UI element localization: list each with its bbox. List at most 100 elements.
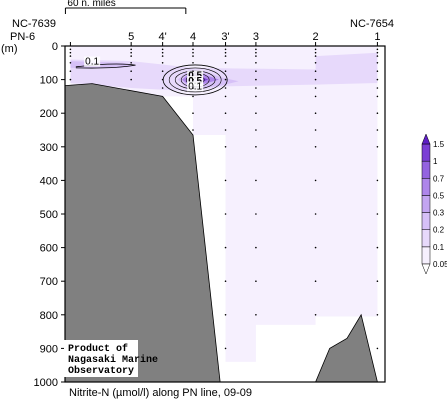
sample-dot — [224, 62, 227, 64]
plot-area: 0.10.50.50.1 — [64, 45, 386, 383]
sample-dot — [255, 146, 257, 148]
sample-dot — [224, 51, 227, 54]
sample-dot — [376, 48, 379, 51]
sample-dot — [376, 179, 379, 182]
scale-bar-label: 60 n. miles — [67, 0, 115, 9]
sample-dot — [255, 48, 257, 51]
sample-dot — [69, 62, 72, 64]
end-label-right: NC-7654 — [350, 18, 394, 30]
sample-dot — [314, 280, 317, 283]
colorbar-min-arrow — [421, 263, 431, 275]
colorbar-label: 0.2 — [433, 226, 445, 235]
sample-dot — [192, 87, 194, 89]
sample-dot — [192, 95, 194, 98]
y-tick-label: 800 — [40, 310, 58, 322]
y-tick-label: 300 — [40, 142, 58, 154]
colorbar-swatch — [421, 195, 431, 213]
colorbar-swatch — [421, 143, 431, 162]
end-label-left: NC-7639 — [12, 18, 56, 30]
y-tick-label: 900 — [40, 343, 58, 355]
field-band-0.1-east — [315, 52, 378, 72]
sample-dot — [161, 55, 164, 57]
station-label: 3' — [221, 31, 229, 43]
y-tick-label: 1000 — [34, 377, 58, 389]
sample-dot — [376, 51, 379, 54]
colorbar-label: 0.05 — [433, 260, 447, 269]
credit-line-2: Nagasaki Marine — [68, 354, 158, 366]
sample-dot — [161, 87, 164, 89]
sample-dot — [255, 62, 257, 64]
y-tick-label: 500 — [40, 209, 58, 221]
sample-dot — [224, 146, 227, 148]
sample-dot — [69, 55, 72, 57]
colorbar: 0.05 0.1 0.2 0.3 0.5 0.7 1 1.5 — [421, 133, 447, 275]
sample-dot — [192, 62, 194, 64]
sample-dot — [130, 78, 132, 81]
sample-dot — [69, 48, 72, 51]
sample-dot — [376, 55, 379, 57]
sample-dot — [376, 87, 379, 89]
plot-frame — [64, 45, 386, 383]
sample-dot — [314, 87, 317, 89]
sample-dot — [314, 48, 317, 51]
sample-dot — [224, 280, 227, 283]
contour-label: 0.1 — [85, 56, 99, 67]
credit-line-1: Product of — [68, 343, 128, 355]
sample-dot — [255, 78, 257, 81]
sample-dot — [69, 70, 72, 72]
sample-dot — [161, 48, 164, 51]
y-tick-label: 600 — [40, 243, 58, 255]
colorbar-label: 0.5 — [433, 191, 445, 200]
sample-dot — [314, 314, 317, 316]
sample-dot — [376, 78, 379, 81]
sample-dot — [376, 246, 379, 249]
sample-dot — [161, 78, 164, 81]
sample-dot — [224, 78, 227, 81]
sample-dot — [376, 280, 379, 283]
credit-line-3: Observatory — [68, 365, 134, 377]
sample-dot — [255, 129, 257, 131]
sample-dot — [376, 95, 379, 98]
colorbar-max-arrow — [421, 133, 431, 145]
sample-dot — [130, 48, 132, 51]
sample-dot — [314, 55, 317, 57]
sample-dot — [314, 95, 317, 98]
sample-dot — [314, 70, 317, 72]
sample-dot — [314, 62, 317, 64]
sample-dot — [314, 129, 317, 131]
sample-dot — [161, 62, 164, 64]
contour-ring-1 — [168, 67, 222, 93]
sample-dot — [255, 87, 257, 89]
sample-dot — [130, 51, 132, 54]
contour-label: 0.1 — [188, 81, 202, 92]
station-label: PN-6 — [10, 31, 35, 43]
contour-lines: 0.10.50.50.1 — [75, 56, 228, 96]
chart-title: Nitrite-N (µmol/l) along PN line, 09-09 — [69, 387, 252, 399]
colorbar-label: 0.1 — [433, 243, 445, 252]
sample-dot — [224, 347, 227, 350]
sample-dot — [255, 179, 257, 182]
sample-dot — [192, 70, 194, 72]
station-label: 2 — [313, 31, 319, 43]
y-tick-label: 0 — [52, 41, 58, 53]
colorbar-swatch — [421, 229, 431, 248]
sample-dot — [255, 213, 257, 215]
sample-dot — [224, 95, 227, 98]
sample-dot — [376, 146, 379, 148]
y-tick-label: 200 — [40, 108, 58, 120]
station-label: 4' — [159, 31, 167, 43]
sample-dot — [192, 112, 194, 114]
sample-dot — [224, 87, 227, 89]
sample-dot — [192, 78, 194, 81]
sample-dot — [192, 48, 194, 51]
scale-bar: 60 n. miles — [64, 0, 187, 14]
field-band-0.05 — [70, 46, 378, 362]
sample-dot — [255, 70, 257, 72]
sample-dot — [376, 213, 379, 215]
colorbar-swatch — [421, 246, 431, 265]
sample-dot — [192, 51, 194, 54]
colorbar-label: 1.5 — [433, 140, 445, 149]
sample-dot — [376, 70, 379, 72]
sample-dot — [130, 62, 132, 64]
